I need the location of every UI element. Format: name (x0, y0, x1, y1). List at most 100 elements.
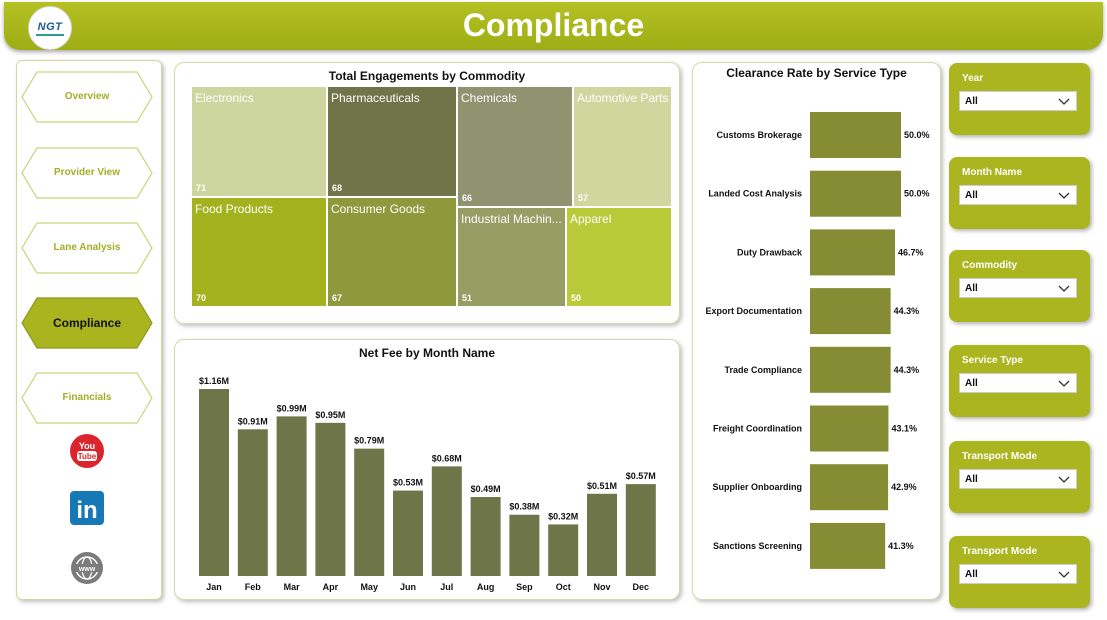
filter-year: Year All (949, 63, 1090, 135)
year-dropdown[interactable]: All (959, 91, 1077, 111)
nav-label-provider-view: Provider View (54, 167, 120, 178)
net-fee-chart-title: Net Fee by Month Name (358, 346, 496, 360)
filter-transport-mode: Transport Mode All (949, 441, 1090, 513)
chevron-down-icon (1058, 476, 1070, 483)
x-tick-label: Jul (440, 582, 453, 592)
youtube-icon[interactable]: You Tube (69, 433, 105, 469)
bar-aug (470, 497, 501, 576)
y-tick-label: Supplier Onboarding (713, 482, 803, 492)
data-label: 50.0% (904, 130, 930, 140)
bar-feb (237, 429, 268, 576)
treemap-value: 50 (571, 293, 582, 303)
treemap-label: Consumer Goods (331, 202, 426, 216)
data-label: $0.68M (432, 453, 462, 463)
hbar-7 (810, 522, 886, 569)
bar-apr (315, 422, 346, 576)
x-tick-label: Mar (284, 582, 301, 592)
treemap-value: 71 (196, 183, 207, 193)
filter-service-type: Service Type All (949, 345, 1090, 417)
x-tick-label: Jun (400, 582, 416, 592)
treemap-cell-automotive-parts[interactable]: Automotive Parts 57 (574, 87, 673, 208)
chevron-down-icon (1058, 380, 1070, 387)
treemap-cell-electronics[interactable]: Electronics 71 (192, 87, 328, 198)
treemap-card: Total Engagements by Commodity Electroni… (174, 62, 680, 324)
service-type-dropdown-value: All (965, 378, 978, 389)
data-label: $0.79M (354, 436, 384, 446)
nav-button-provider-view[interactable]: Provider View (21, 147, 153, 199)
x-tick-label: Nov (593, 582, 610, 592)
treemap-cell-pharmaceuticals[interactable]: Pharmaceuticals 68 (328, 87, 458, 198)
filter-transport-mode-2: Transport Mode All (949, 536, 1090, 608)
commodity-dropdown-value: All (965, 283, 978, 294)
transport-mode-dropdown[interactable]: All (959, 469, 1077, 489)
treemap-cell-apparel[interactable]: Apparel 50 (567, 208, 673, 308)
nav-label-overview: Overview (64, 91, 110, 102)
treemap-value: 70 (196, 293, 207, 303)
filter-label-year: Year (962, 73, 984, 84)
nav-button-lane-analysis[interactable]: Lane Analysis (21, 222, 153, 274)
www-text: www (78, 566, 96, 573)
treemap-cell-consumer-goods[interactable]: Consumer Goods 67 (328, 198, 458, 308)
treemap-label: Apparel (570, 212, 612, 226)
hbar-3 (810, 288, 891, 335)
y-tick-label: Freight Coordination (713, 424, 802, 434)
transport-mode-dropdown-2[interactable]: All (959, 564, 1077, 584)
treemap-label: Pharmaceuticals (331, 91, 420, 105)
hexagon-shape-active (21, 297, 153, 349)
treemap-value: 66 (462, 193, 473, 203)
clearance-rate-bar-chart: Customs Brokerage 50.0% Landed Cost Analys… (705, 112, 930, 569)
filter-label-commodity: Commodity (962, 260, 1017, 271)
data-label: $0.57M (626, 471, 656, 481)
x-tick-label: Oct (556, 582, 571, 592)
nav-label-compliance: Compliance (52, 316, 121, 330)
hbar-5 (810, 405, 889, 452)
commodity-dropdown[interactable]: All (959, 278, 1077, 298)
hexagon-shape (21, 372, 153, 424)
x-tick-label: Apr (323, 582, 339, 592)
x-tick-label: Jan (206, 582, 222, 592)
data-label: $0.99M (277, 403, 307, 413)
logo-underline (36, 33, 64, 36)
treemap-cell-food-products[interactable]: Food Products 70 (192, 198, 328, 308)
chevron-down-icon (1058, 192, 1070, 199)
treemap-label: Automotive Parts (577, 91, 669, 105)
y-tick-label: Trade Compliance (724, 365, 802, 375)
chevron-down-icon (1058, 285, 1070, 292)
data-label: $0.53M (393, 478, 423, 488)
treemap-title: Total Engagements by Commodity (328, 69, 526, 83)
data-label: 44.3% (894, 365, 920, 375)
chevron-down-icon (1058, 98, 1070, 105)
treemap-value: 67 (332, 293, 343, 303)
treemap-cell-industrial-machinery[interactable]: Industrial Machin... 51 (458, 208, 567, 308)
treemap-label: Chemicals (461, 91, 518, 105)
nav-button-financials[interactable]: Financials (21, 372, 153, 424)
month-name-dropdown-value: All (965, 190, 978, 201)
linkedin-icon[interactable]: in (69, 490, 105, 526)
company-logo[interactable]: NGT (28, 6, 72, 50)
year-dropdown-value: All (965, 96, 978, 107)
y-tick-label: Landed Cost Analysis (708, 189, 802, 199)
month-name-dropdown[interactable]: All (959, 185, 1077, 205)
data-label: 41.3% (888, 541, 914, 551)
transport-mode-dropdown-2-value: All (965, 569, 978, 580)
web-icon[interactable]: www (69, 550, 105, 586)
hbar-6 (810, 464, 889, 511)
data-label: 46.7% (898, 247, 924, 257)
filter-label-month-name: Month Name (962, 167, 1022, 178)
chevron-down-icon (1058, 571, 1070, 578)
net-fee-card: Net Fee by Month Name $1.16M Jan $0.91M Feb… (174, 339, 680, 600)
nav-button-overview[interactable]: Overview (21, 71, 153, 123)
treemap-chart: Electronics 71 Pharmaceuticals 68 Chemic… (192, 87, 673, 308)
hbar-1 (810, 170, 901, 217)
nav-button-compliance[interactable]: Compliance (21, 297, 153, 349)
data-label: $0.95M (315, 410, 345, 420)
data-label: 44.3% (894, 306, 920, 316)
hbar-4 (810, 346, 891, 393)
filter-commodity: Commodity All (949, 250, 1090, 322)
service-type-dropdown[interactable]: All (959, 373, 1077, 393)
treemap-value: 68 (332, 183, 343, 193)
treemap-cell-chemicals[interactable]: Chemicals 66 (458, 87, 574, 208)
bar-nov (587, 493, 617, 576)
treemap-value: 57 (578, 193, 589, 203)
